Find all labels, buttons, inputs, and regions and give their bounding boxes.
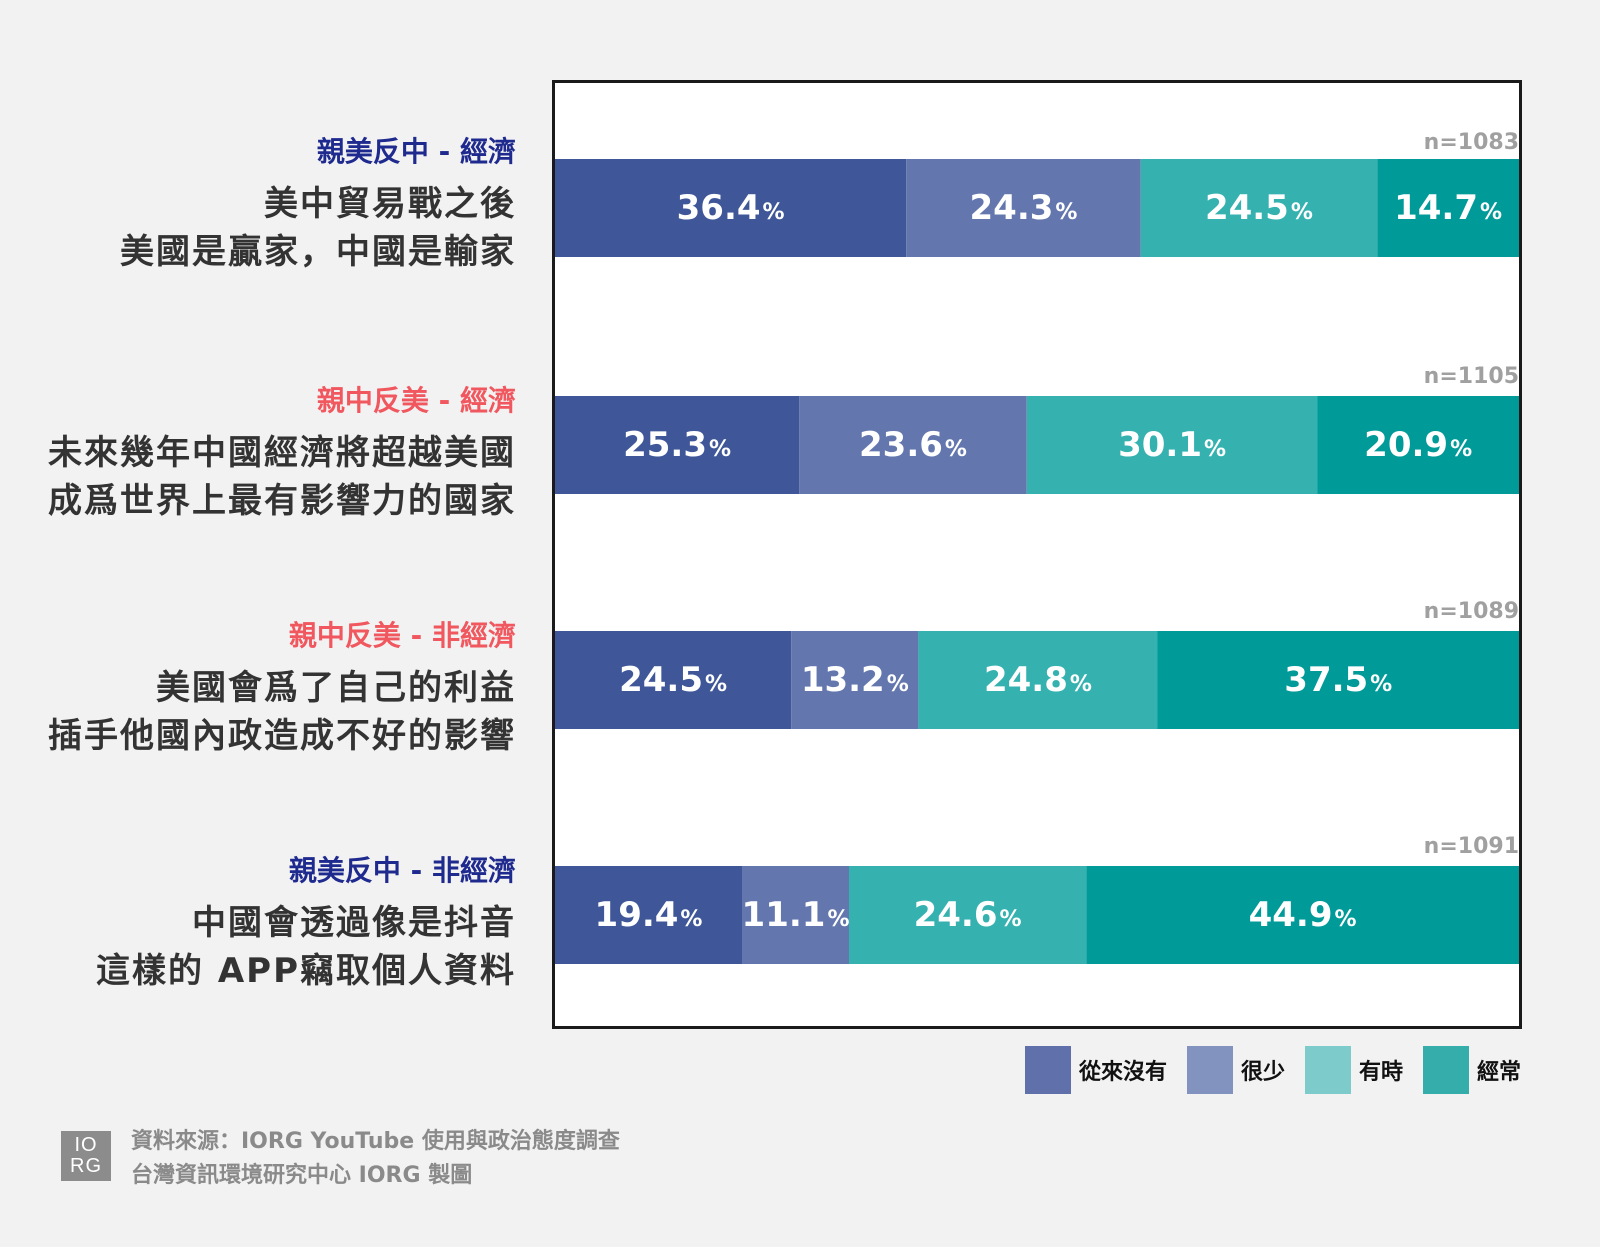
category-label-line: 插手他國內政造成不好的影響 [48, 716, 516, 756]
bar-segment [742, 866, 849, 964]
category-tag: 親美反中 - 非經濟 [288, 854, 516, 887]
bar-segment [555, 631, 792, 729]
category-tag: 親中反美 - 經濟 [316, 384, 516, 417]
legend-swatch [1423, 1046, 1470, 1094]
category-tag: 親美反中 - 經濟 [316, 135, 516, 168]
bar-segment [555, 396, 800, 494]
bar-segment [555, 159, 907, 257]
category-label-line: 未來幾年中國經濟將超越美國 [48, 433, 516, 473]
legend-swatch [1305, 1046, 1352, 1094]
source-line-2: 台灣資訊環境研究中心 IORG 製圖 [131, 1163, 473, 1188]
legend-label: 有時 [1359, 1060, 1404, 1085]
bar-segment [555, 866, 742, 964]
category-label-line: 成爲世界上最有影響力的國家 [48, 481, 516, 521]
source-line-1: 資料來源：IORG YouTube 使用與政治態度調查 [131, 1129, 620, 1154]
category-label-line: 美國會爲了自己的利益 [156, 668, 516, 708]
bar-segment [799, 396, 1027, 494]
category-label-line: 中國會透過像是抖音 [192, 903, 516, 943]
legend-label: 很少 [1241, 1060, 1286, 1085]
iorg-logo: IO RG [61, 1131, 111, 1181]
bar-segment [1157, 631, 1519, 729]
legend-item: 很少 [1187, 1046, 1285, 1094]
bar-segment [1086, 866, 1519, 964]
legend-swatch [1025, 1046, 1071, 1094]
legend-item: 有時 [1305, 1046, 1403, 1094]
legend-label: 經常 [1477, 1060, 1522, 1085]
bar-segment [849, 866, 1087, 964]
category-tag: 親中反美 - 非經濟 [288, 619, 516, 652]
bar-segment [1140, 159, 1378, 257]
sample-size-label: n=1105 [1423, 364, 1519, 389]
category-label-line: 這樣的 APP竊取個人資料 [96, 951, 516, 991]
legend: 從來沒有 很少 有時 經常 [1025, 1046, 1541, 1094]
logo-top-text: IO [74, 1134, 98, 1156]
bar-segment [1026, 396, 1318, 494]
legend-swatch [1187, 1046, 1234, 1094]
sample-size-label: n=1083 [1423, 130, 1519, 155]
bar-segment [1377, 159, 1519, 257]
bar-segment [791, 631, 919, 729]
sample-size-label: n=1089 [1423, 599, 1519, 624]
logo-bottom-text: RG [70, 1155, 102, 1177]
bar-segment [918, 631, 1158, 729]
category-label-line: 美國是贏家，中國是輸家 [120, 232, 516, 272]
category-label-line: 美中貿易戰之後 [264, 184, 516, 224]
legend-item: 經常 [1423, 1046, 1521, 1094]
bar-segment [906, 159, 1141, 257]
sample-size-label: n=1091 [1423, 834, 1519, 859]
legend-label: 從來沒有 [1079, 1060, 1168, 1085]
bar-segment [1317, 396, 1519, 494]
legend-item: 從來沒有 [1025, 1046, 1167, 1094]
